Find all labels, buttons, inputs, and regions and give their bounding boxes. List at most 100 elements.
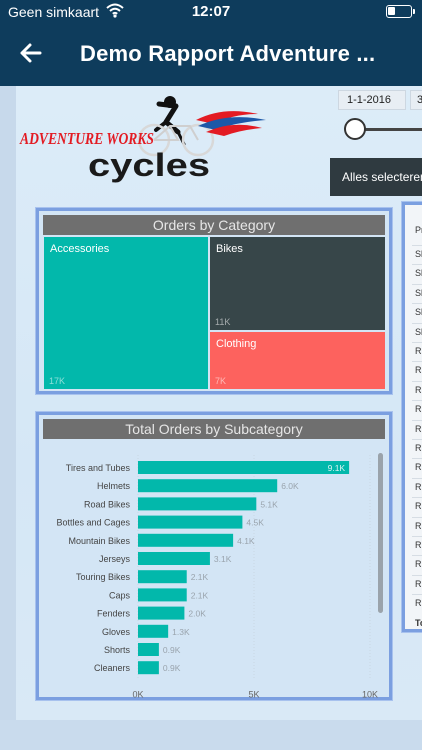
category-label: Road Bikes	[84, 499, 131, 509]
data-label: 4.5K	[246, 518, 264, 528]
select-all-option[interactable]: Alles selecteren	[330, 158, 422, 196]
data-label: 3.1K	[214, 554, 232, 564]
treemap-cell-accessories[interactable]: Accessories 17K	[44, 237, 208, 389]
battery-icon	[386, 5, 415, 18]
clock: 12:07	[191, 3, 231, 20]
treemap-visual[interactable]: Orders by Category Accessories 17K Bikes…	[36, 208, 392, 394]
treemap-cell-clothing[interactable]: Clothing 7K	[210, 332, 385, 389]
table-row[interactable]: R	[415, 578, 422, 589]
row-divider	[412, 458, 422, 460]
date-slider-track[interactable]	[360, 128, 422, 131]
canvas-margin	[0, 86, 16, 750]
category-label: Shorts	[104, 645, 131, 655]
bar-chart-visual[interactable]: Total Orders by Subcategory 0K 5K 10K Tires…	[36, 412, 392, 700]
row-divider	[412, 303, 422, 305]
report-title: Demo Rapport Adventure ...	[80, 41, 376, 66]
bar-chart-title: Total Orders by Subcategory	[43, 419, 385, 439]
cyclist-icon	[137, 96, 266, 157]
treemap-cell-bikes[interactable]: Bikes 11K	[210, 237, 385, 330]
bar-chart[interactable]: 0K 5K 10K Tires and Tubes 9.1K Helmets 6.0K Roa…	[39, 441, 389, 699]
data-label: 5.1K	[260, 499, 278, 509]
x-tick-label: 0K	[132, 689, 143, 699]
table-row[interactable]: Sl	[415, 326, 422, 337]
data-label: 2.0K	[188, 609, 206, 619]
table-row[interactable]: R	[415, 520, 422, 531]
row-divider	[412, 477, 422, 479]
date-start-input[interactable]: 1-1-2016	[338, 90, 406, 110]
table-row[interactable]: Sl	[415, 249, 422, 259]
bar[interactable]	[138, 552, 210, 565]
data-label: 6.0K	[281, 481, 299, 491]
bar[interactable]	[138, 643, 159, 656]
chart-scrollbar[interactable]	[378, 453, 383, 613]
category-label: Helmets	[97, 481, 131, 491]
data-label: 2.1K	[191, 572, 209, 582]
treemap-cell-label: Bikes	[216, 243, 243, 255]
table-row[interactable]: R	[415, 501, 422, 512]
bar[interactable]	[138, 661, 159, 675]
table-row[interactable]: R	[415, 384, 422, 395]
bar[interactable]	[138, 624, 169, 638]
category-label: Cleaners	[94, 663, 131, 673]
table-row[interactable]: R	[415, 540, 422, 550]
treemap-cell-value: 11K	[215, 317, 231, 327]
row-divider	[412, 555, 422, 557]
bar[interactable]	[138, 461, 350, 474]
row-divider	[412, 361, 422, 363]
bar[interactable]	[138, 515, 243, 529]
adventure-works-logo: ADVENTURE WORKS cycles	[19, 96, 266, 183]
table-row[interactable]: R	[415, 559, 422, 570]
carrier-label: Geen simkaart	[8, 4, 100, 20]
data-label: 1.3K	[172, 627, 190, 637]
table-row[interactable]: Sl	[415, 287, 422, 298]
category-label: Jerseys	[99, 554, 131, 564]
table-header[interactable]: Pr	[415, 225, 422, 235]
table-row[interactable]: R	[415, 423, 422, 434]
data-label: 0.9K	[163, 645, 181, 655]
row-divider	[412, 439, 422, 440]
table-row[interactable]: R	[415, 481, 422, 492]
row-divider	[412, 264, 422, 266]
row-divider	[412, 419, 422, 421]
bar[interactable]	[138, 479, 278, 493]
row-divider	[412, 322, 422, 324]
bar[interactable]	[138, 588, 187, 602]
bar[interactable]	[138, 570, 187, 584]
category-label: Bottles and Cages	[56, 518, 130, 528]
arrow-left-icon[interactable]	[16, 38, 46, 68]
table-total: To	[415, 617, 422, 628]
date-end-input[interactable]: 3	[410, 90, 422, 110]
table-row[interactable]: Sl	[415, 307, 422, 318]
treemap-cell-label: Clothing	[216, 338, 257, 350]
table-row[interactable]: R	[415, 404, 422, 415]
category-label: Caps	[109, 590, 131, 600]
treemap-cell-label: Accessories	[50, 243, 110, 255]
table-row[interactable]: R	[415, 443, 422, 453]
data-label: 0.9K	[163, 663, 181, 673]
table-row[interactable]: R	[415, 346, 422, 356]
logo-line-1: ADVENTURE WORKS	[19, 129, 154, 148]
row-divider	[412, 380, 422, 382]
table-row[interactable]: Sl	[415, 268, 422, 279]
category-label: Fenders	[97, 609, 131, 619]
row-divider	[412, 283, 422, 285]
table-row[interactable]: R	[415, 598, 422, 609]
row-divider	[412, 497, 422, 499]
table-visual[interactable]: Pr SlSlSlSlSlRRRRRRRRRRRRRRTo	[402, 202, 422, 632]
bar[interactable]	[138, 533, 234, 547]
data-label: 9.1K	[328, 463, 346, 473]
bar[interactable]	[138, 606, 185, 620]
row-divider	[412, 516, 422, 518]
bar[interactable]	[138, 497, 257, 511]
wifi-icon	[106, 3, 124, 18]
data-label: 2.1K	[191, 590, 209, 600]
app-bar: Demo Rapport Adventure ...	[0, 24, 422, 86]
treemap-cell-value: 7K	[215, 376, 227, 386]
table-row[interactable]: R	[415, 462, 422, 473]
date-slider-handle[interactable]	[344, 118, 366, 140]
table-row[interactable]: R	[415, 365, 422, 376]
row-divider	[412, 245, 422, 246]
row-divider	[412, 594, 422, 596]
row-divider	[412, 400, 422, 402]
